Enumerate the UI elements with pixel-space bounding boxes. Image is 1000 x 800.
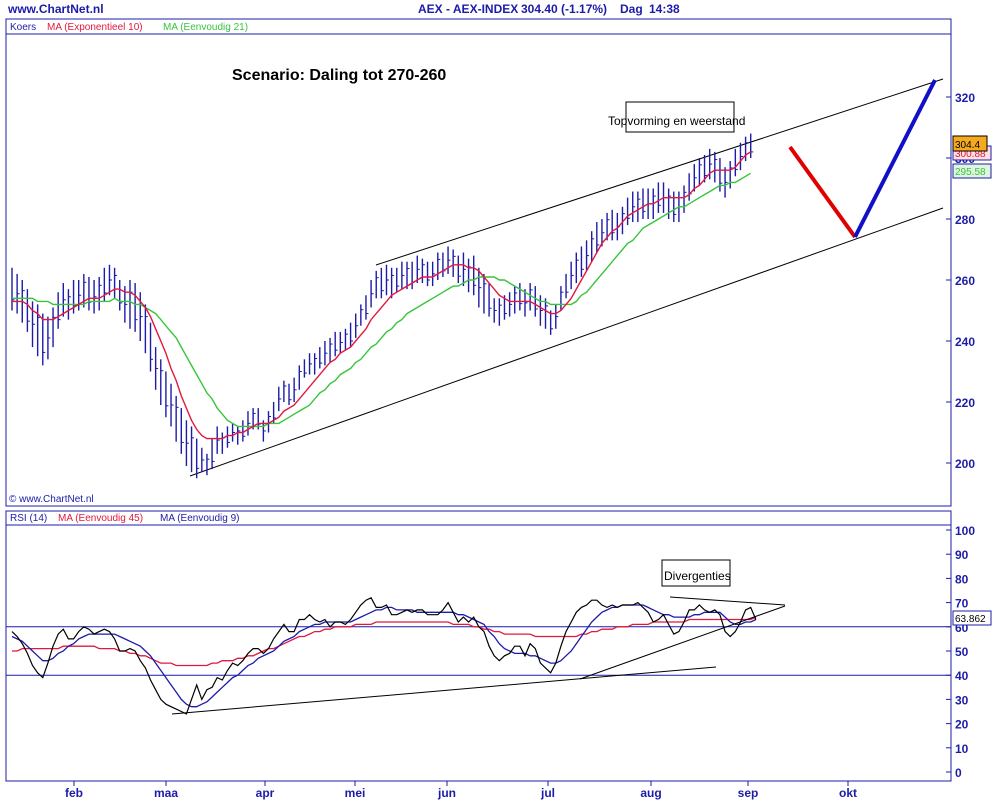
annotation-topvorming: Topvorming en weerstand	[608, 114, 745, 128]
month-tick-label: okt	[839, 786, 857, 800]
legend-rsi-ma9: MA (Eenvoudig 9)	[160, 513, 240, 524]
instrument-name: AEX - AEX-INDEX	[418, 2, 518, 16]
rsi-rising-line	[579, 605, 786, 680]
rsi-divergence-lines	[171, 596, 786, 715]
rsi-y-tick-label: 80	[955, 572, 969, 586]
badge-last-price-text: 304.4	[955, 140, 980, 151]
month-tick-label: aug	[640, 786, 661, 800]
annotation-divergenties: Divergenties	[664, 569, 731, 583]
sma21-line	[12, 172, 752, 428]
legend-ema10: MA (Exponentieel 10)	[47, 22, 143, 33]
price-y-tick-label: 280	[955, 213, 975, 227]
price-channel	[189, 78, 944, 477]
rsi-falling-top-line	[669, 596, 786, 606]
rsi-ma45-line	[12, 616, 757, 667]
month-tick-label: jun	[437, 786, 456, 800]
price-y-tick-label: 320	[955, 91, 975, 105]
rsi-guide-lines	[6, 626, 951, 676]
badge-sma21-text: 295.58	[955, 167, 986, 178]
price-y-tick-label: 260	[955, 274, 975, 288]
watermark: © www.ChartNet.nl	[9, 494, 94, 505]
channel-lower-line	[189, 207, 944, 477]
rsi-y-tick-label: 90	[955, 548, 969, 562]
ema10-line	[12, 151, 752, 440]
rsi-y-tick-label: 70	[955, 597, 969, 611]
legend-rsi: RSI (14)	[10, 513, 47, 524]
channel-upper-line	[375, 78, 944, 266]
annotation-box-topvorming	[625, 101, 735, 133]
badge-last-price	[952, 135, 988, 152]
month-tick-label: sep	[738, 786, 759, 800]
price-value-badges: 295.58 300.88 304.4	[952, 135, 992, 179]
rsi-y-tick-label: 20	[955, 718, 969, 732]
x-axis-months: feb maa apr mei jun jul aug sep okt	[65, 781, 857, 800]
legend-koers: Koers	[10, 22, 36, 33]
price-panel-frame	[5, 18, 952, 507]
month-tick-label: jul	[540, 786, 555, 800]
price-y-tick-label: 220	[955, 396, 975, 410]
time: 14:38	[649, 2, 680, 16]
rsi-support-line	[171, 666, 717, 715]
site-name: www.ChartNet.nl	[7, 2, 104, 16]
period: Dag	[620, 2, 643, 16]
month-tick-label: apr	[256, 786, 275, 800]
scenario-projection	[788, 79, 937, 239]
badge-rsi	[952, 610, 992, 626]
price-y-tick-label: 240	[955, 335, 975, 349]
rsi-y-tick-label: 40	[955, 669, 969, 683]
price-y-tick-label: 200	[955, 457, 975, 471]
rsi-y-tick-label: 30	[955, 693, 969, 707]
rsi-y-tick-label: 0	[955, 766, 962, 780]
month-tick-label: maa	[154, 786, 178, 800]
month-tick-label: feb	[65, 786, 83, 800]
rsi-lines	[11, 597, 757, 715]
annotation-box-divergenties	[661, 559, 731, 587]
rsi-panel-frame	[5, 510, 952, 782]
badge-ema10-text: 300.88	[955, 149, 986, 160]
month-tick-label: mei	[345, 786, 366, 800]
rsi-y-tick-label: 50	[955, 645, 969, 659]
quote: 304.40 (-1.17%)	[521, 2, 607, 16]
scenario-title: Scenario: Daling tot 270-260	[232, 67, 446, 84]
scenario-up-line	[853, 79, 937, 238]
badge-rsi-text: 63.862	[955, 614, 986, 625]
legend-sma21: MA (Eenvoudig 21)	[163, 22, 248, 33]
price-bars	[11, 133, 754, 479]
rsi-y-tick-label: 100	[955, 524, 975, 538]
legend-rsi-ma45: MA (Eenvoudig 45)	[58, 513, 143, 524]
rsi-line	[11, 597, 757, 715]
scenario-down-line	[788, 145, 857, 239]
price-moving-averages	[12, 151, 752, 440]
rsi-y-tick-label: 10	[955, 742, 969, 756]
badge-sma21	[952, 163, 992, 179]
